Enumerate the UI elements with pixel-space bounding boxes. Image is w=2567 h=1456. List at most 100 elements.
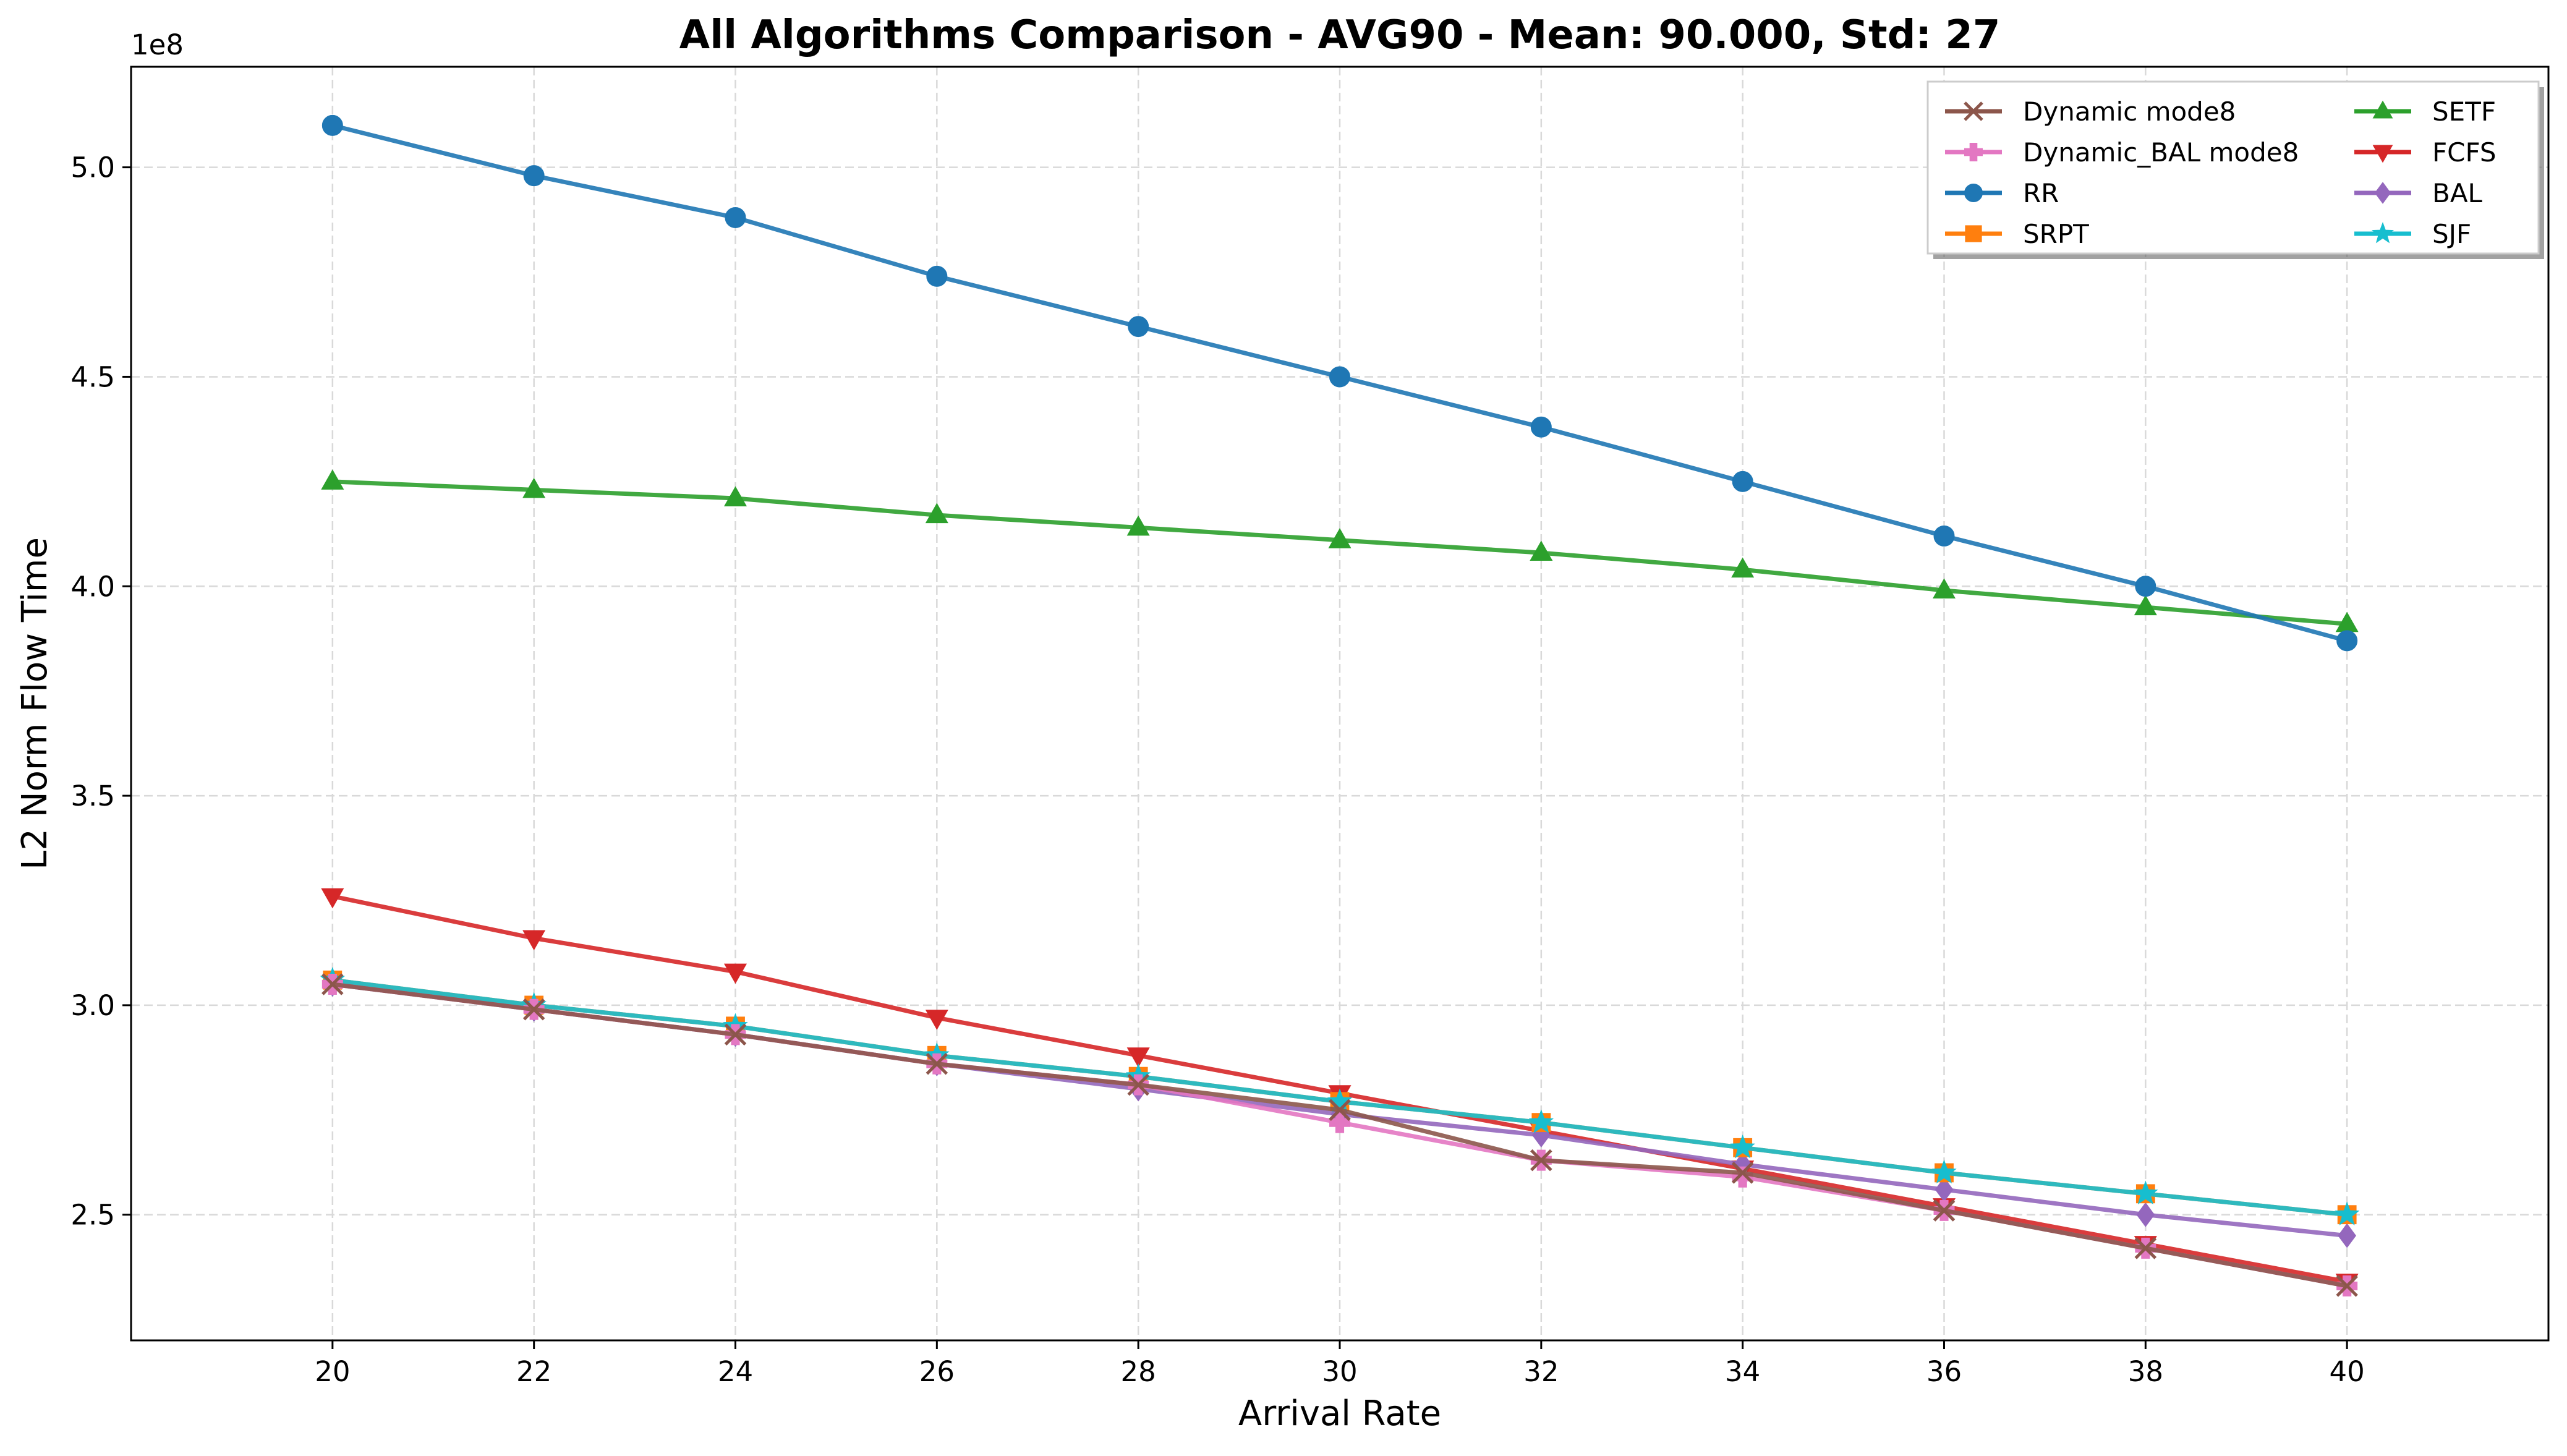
- y-tick-label: 3.0: [70, 989, 115, 1022]
- data-point: [725, 206, 746, 228]
- legend-entry: SETF: [2354, 96, 2496, 127]
- data-point: [723, 486, 747, 506]
- data-point: [522, 998, 545, 1021]
- data-point: [1530, 1149, 1552, 1172]
- legend-label: SETF: [2432, 96, 2496, 127]
- legend-marker: [2372, 100, 2393, 119]
- series-rr: [321, 114, 2358, 652]
- data-point-stroke: [321, 973, 344, 995]
- x-tick-label: 22: [516, 1355, 551, 1388]
- data-point: [926, 1052, 948, 1075]
- y-axis-label: L2 Norm Flow Time: [15, 537, 55, 870]
- data-point: [2134, 595, 2157, 616]
- legend-entry: Dynamic_BAL mode8: [1945, 137, 2299, 168]
- y-tick-label: 5.0: [70, 151, 115, 184]
- data-point: [1127, 1073, 1149, 1096]
- x-axis-label: Arrival Rate: [1238, 1394, 1441, 1434]
- legend: Dynamic mode8 Dynamic_BAL mode8 RR SRPT SETF…: [1926, 80, 2544, 259]
- data-point: [1933, 525, 1955, 547]
- data-point: [1732, 470, 1753, 492]
- data-point: [2133, 1180, 2158, 1205]
- data-point: [1731, 1162, 1754, 1184]
- x-tick-label: 34: [1725, 1355, 1760, 1388]
- data-point: [321, 888, 344, 909]
- data-point: [1126, 1047, 1150, 1068]
- data-point: [2334, 1201, 2360, 1225]
- legend-label: Dynamic mode8: [2023, 96, 2236, 127]
- data-point: [1126, 515, 1150, 536]
- data-point: [723, 963, 747, 984]
- y-tick-label: 4.0: [70, 570, 115, 603]
- data-point: [321, 973, 344, 995]
- x-tick-label: 30: [1322, 1355, 1357, 1388]
- y-axis-offset-label: 1e8: [131, 28, 184, 61]
- data-point: [1730, 1135, 1755, 1159]
- legend-marker-stroke: [1964, 101, 1983, 121]
- legend-label: FCFS: [2432, 137, 2497, 168]
- data-point: [522, 477, 546, 498]
- legend-entry: BAL: [2354, 178, 2483, 208]
- legend-label: BAL: [2432, 178, 2483, 208]
- data-point: [925, 503, 948, 524]
- data-point-stroke: [1731, 1162, 1754, 1184]
- x-tick-label: 36: [1926, 1355, 1962, 1388]
- data-point: [1931, 1159, 1957, 1184]
- data-point: [2338, 1223, 2357, 1248]
- data-point: [1528, 1109, 1554, 1133]
- data-point-stroke: [1127, 1073, 1149, 1096]
- data-point: [321, 469, 344, 490]
- data-point: [1530, 416, 1552, 438]
- data-point-stroke: [522, 998, 545, 1021]
- data-point: [1933, 1199, 1956, 1222]
- axes-ticks: 20 22 24 26 28 30 32 34 36 38 40 2.5 3.0 3.5 4.0 4.5 5.0: [70, 151, 2364, 1388]
- data-point: [522, 930, 546, 951]
- legend-label: RR: [2023, 178, 2059, 208]
- x-tick-label: 38: [2128, 1355, 2163, 1388]
- data-point-stroke: [1530, 1149, 1552, 1172]
- legend-entry: Dynamic mode8: [1945, 96, 2236, 127]
- series-dynamic-mode8: [321, 973, 2358, 1297]
- data-point: [1731, 557, 1755, 578]
- legend-label: SRPT: [2023, 219, 2089, 249]
- x-tick-label: 24: [718, 1355, 753, 1388]
- data-point-stroke: [926, 1052, 948, 1075]
- data-point-stroke: [1329, 1099, 1351, 1122]
- legend-label: Dynamic_BAL mode8: [2023, 137, 2299, 168]
- data-point: [1530, 540, 1553, 561]
- chart-title: All Algorithms Comparison - AVG90 - Mean…: [679, 12, 2001, 58]
- legend-marker: [2371, 222, 2395, 244]
- legend-marker: [1965, 225, 1982, 242]
- legend-entry: FCFS: [2354, 137, 2497, 168]
- data-point: [2336, 1275, 2358, 1297]
- x-tick-label: 40: [2330, 1355, 2365, 1388]
- data-point: [2134, 1237, 2157, 1259]
- data-point: [1932, 578, 1956, 599]
- data-point: [1329, 1099, 1351, 1122]
- legend-label: SJF: [2432, 219, 2471, 249]
- y-tick-label: 3.5: [70, 780, 115, 812]
- data-point-stroke: [2134, 1237, 2157, 1259]
- data-point: [2135, 576, 2156, 597]
- x-tick-label: 28: [1121, 1355, 1156, 1388]
- legend-marker: [1964, 101, 1983, 121]
- data-point: [925, 1010, 948, 1030]
- legend-entry: SRPT: [1945, 219, 2089, 249]
- data-point: [724, 1023, 747, 1046]
- data-point: [1328, 528, 1352, 548]
- legend-box: [1926, 80, 2540, 255]
- data-point: [321, 114, 343, 136]
- data-point: [1128, 316, 1149, 338]
- x-tick-label: 20: [315, 1355, 350, 1388]
- data-point: [523, 165, 545, 187]
- data-point: [1327, 1088, 1353, 1112]
- data-point: [2136, 1202, 2155, 1227]
- x-tick-label: 32: [1523, 1355, 1559, 1388]
- data-point: [1329, 366, 1350, 388]
- legend-entry: SJF: [2354, 219, 2471, 249]
- legend-marker: [1964, 184, 1983, 202]
- x-tick-label: 26: [919, 1355, 955, 1388]
- series-layer: [320, 114, 2360, 1297]
- data-point-stroke: [2336, 1275, 2358, 1297]
